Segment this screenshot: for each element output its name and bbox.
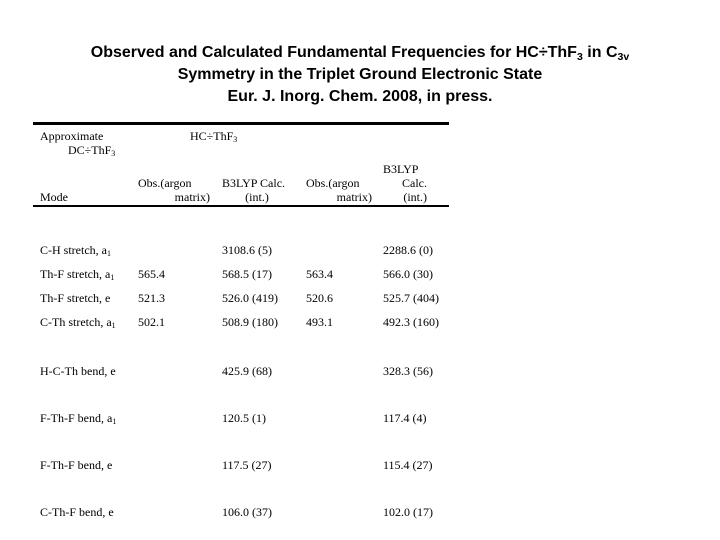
column-header-line: (int.) (245, 190, 269, 204)
table-row: Th-F stretch, e 521.3 526.0 (419) 520.6 525.… (33, 291, 449, 305)
subscript: 3 (111, 149, 116, 159)
title-line-2: Symmetry in the Triplet Ground Electroni… (177, 66, 543, 83)
column-header-line: Obs.(argon (138, 176, 192, 190)
column-header-line: matrix) (174, 190, 210, 204)
table-row: F-Th-F bend, a1 120.5 (1) 117.4 (4) (33, 411, 449, 427)
subscript: 3v (617, 50, 630, 63)
cell-mode: C-H stretch, a1 (40, 243, 111, 259)
cell-b3lyp-calc-dc: 328.3 (56) (383, 364, 433, 378)
cell-b3lyp-calc-dc: 566.0 (30) (383, 267, 433, 281)
cell-b3lyp-calc-dc: 115.4 (27) (383, 458, 433, 472)
cell-b3lyp-calc-dc: 117.4 (4) (383, 411, 427, 425)
cell-b3lyp-calc-hc: 425.9 (68) (222, 364, 272, 378)
cell-mode: Th-F stretch, a1 (40, 267, 115, 283)
table-top-rule (33, 122, 449, 125)
cell-mode: F-Th-F bend, e (40, 458, 113, 472)
row-header-approximate: Approximate DC÷ThF3 (40, 129, 116, 159)
cell-b3lyp-calc-hc: 568.5 (17) (222, 267, 272, 281)
cell-obs-argon-hc: 565.4 (138, 267, 165, 281)
cell-b3lyp-calc-dc: 102.0 (17) (383, 505, 433, 519)
column-header-line: Obs.(argon (306, 176, 360, 190)
subscript: 1 (112, 417, 117, 427)
subscript: 3 (233, 135, 238, 145)
dc-thf3-label: DC÷ThF3 (68, 143, 116, 159)
slide-title: Observed and Calculated Fundamental Freq… (0, 42, 720, 108)
cell-b3lyp-calc-hc: 3108.6 (5) (222, 243, 272, 257)
subscript: 1 (110, 273, 115, 283)
column-header-line: matrix) (336, 190, 372, 204)
cell-obs-argon-dc: 493.1 (306, 315, 333, 329)
cell-b3lyp-calc-hc: 106.0 (37) (222, 505, 272, 519)
cell-b3lyp-calc-hc: 117.5 (27) (222, 458, 272, 472)
cell-b3lyp-calc-hc: 120.5 (1) (222, 411, 266, 425)
cell-mode: H-C-Th bend, e (40, 364, 116, 378)
cell-obs-argon-hc: 521.3 (138, 291, 165, 305)
column-header-line: B3LYP Calc. (222, 176, 286, 190)
cell-mode: Th-F stretch, e (40, 291, 111, 305)
table-row: Th-F stretch, a1 565.4 568.5 (17) 563.4 566.… (33, 267, 449, 283)
column-header-mode: Mode (40, 190, 68, 204)
frequencies-table: Approximate DC÷ThF3 HC÷ThF3 Mode Obs.(ar… (33, 122, 449, 522)
column-header-obs-argon-matrix-2: Obs.(argon matrix) (306, 176, 372, 204)
table-header-rule (33, 205, 449, 207)
table-row: H-C-Th bend, e 425.9 (68) 328.3 (56) (33, 364, 449, 378)
cell-mode: C-Th stretch, a1 (40, 315, 116, 331)
column-header-line: Calc. (402, 176, 427, 190)
table-row: F-Th-F bend, e 117.5 (27) 115.4 (27) (33, 458, 449, 472)
cell-obs-argon-hc: 502.1 (138, 315, 165, 329)
cell-b3lyp-calc-dc: 492.3 (160) (383, 315, 439, 329)
subscript: 1 (111, 321, 116, 331)
cell-b3lyp-calc-dc: 525.7 (404) (383, 291, 439, 305)
column-header-b3lyp-calc-1: B3LYP Calc. (int.) (222, 176, 292, 204)
subscript: 3 (576, 50, 583, 63)
table-row: C-Th-F bend, e 106.0 (37) 102.0 (17) (33, 505, 449, 519)
cell-obs-argon-dc: 563.4 (306, 267, 333, 281)
hc-thf3-span-header: HC÷ThF3 (190, 129, 238, 145)
column-header-line: B3LYP (383, 162, 419, 176)
cell-obs-argon-dc: 520.6 (306, 291, 333, 305)
table-row: C-Th stretch, a1 502.1 508.9 (180) 493.1 492… (33, 315, 449, 331)
cell-b3lyp-calc-hc: 508.9 (180) (222, 315, 278, 329)
cell-b3lyp-calc-hc: 526.0 (419) (222, 291, 278, 305)
title-line-1: Observed and Calculated Fundamental Freq… (90, 44, 630, 63)
cell-mode: C-Th-F bend, e (40, 505, 114, 519)
subscript: 1 (106, 249, 111, 259)
column-header-obs-argon-matrix-1: Obs.(argon matrix) (138, 176, 210, 204)
cell-mode: F-Th-F bend, a1 (40, 411, 117, 427)
table-row: C-H stretch, a1 3108.6 (5) 2288.6 (0) (33, 243, 449, 259)
cell-b3lyp-calc-dc: 2288.6 (0) (383, 243, 433, 257)
column-header-line: (int.) (403, 190, 427, 204)
approximate-label: Approximate (40, 129, 104, 143)
column-header-b3lyp-calc-2: B3LYP Calc. (int.) (383, 162, 427, 204)
title-line-3: Eur. J. Inorg. Chem. 2008, in press. (227, 88, 493, 105)
